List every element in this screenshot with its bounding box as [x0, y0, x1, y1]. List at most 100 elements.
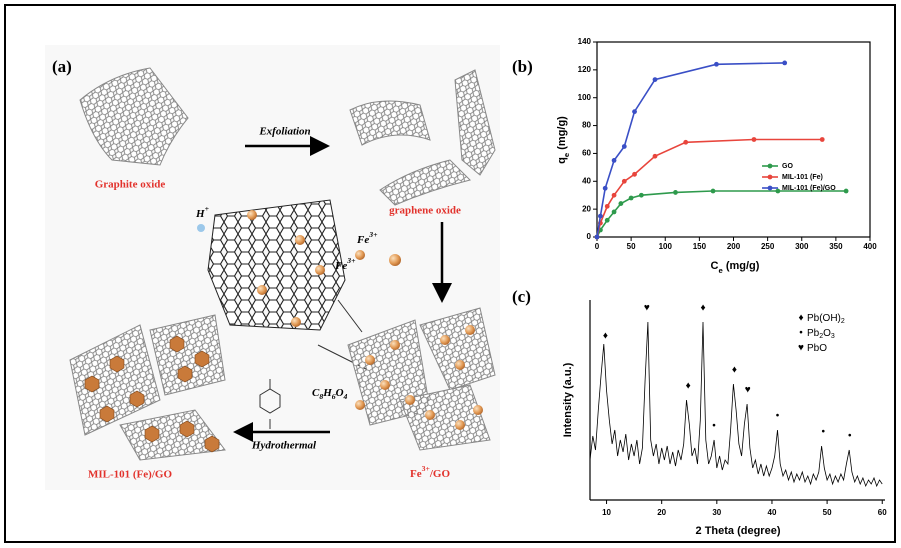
- text-part: C: [312, 387, 320, 399]
- go-structure: [207, 199, 346, 331]
- text-part: 4: [343, 392, 348, 401]
- x-tick-label: 0: [595, 242, 600, 251]
- text-part: 3: [831, 333, 835, 340]
- series-line: [596, 190, 847, 238]
- text-part: /GO: [429, 468, 451, 480]
- series-line: [596, 62, 785, 238]
- text-part: 6: [332, 392, 336, 401]
- fe-ion: [315, 265, 325, 275]
- sheet: [379, 159, 471, 206]
- peak-marker: ♦: [603, 331, 608, 342]
- peak-marker: •: [848, 431, 852, 442]
- panel-label: (c): [512, 287, 531, 306]
- text-part: H: [195, 208, 205, 220]
- text-part: Pb(OH): [807, 313, 841, 324]
- x-tick-label: 100: [659, 242, 673, 251]
- legend-label: PbO: [807, 343, 827, 354]
- sheet: [419, 307, 496, 391]
- panel-a: (a) Exfoliation Graphite oxide graphene …: [45, 45, 500, 490]
- data-point: [621, 144, 627, 149]
- y-tick-label: 100: [578, 93, 592, 102]
- data-point: [618, 201, 624, 206]
- data-point: [710, 188, 716, 194]
- text-part: H: [322, 387, 332, 399]
- x-tick-label: 30: [712, 508, 721, 517]
- x-axis-label: Ce (mg/g): [711, 260, 760, 275]
- x-tick-label: 250: [761, 242, 775, 251]
- sheet: [399, 384, 491, 451]
- text-part: e: [719, 266, 724, 275]
- series-line: [596, 138, 823, 238]
- sheet: [119, 409, 226, 461]
- legend-swatch: [767, 185, 773, 191]
- material-label: Fe3+/GO: [410, 464, 450, 479]
- peak-marker: •: [712, 421, 716, 432]
- sheet: [454, 69, 496, 176]
- proton: [197, 224, 205, 232]
- legend-label: GO: [782, 163, 793, 170]
- y-tick-label: 0: [587, 232, 592, 241]
- sheet: [349, 100, 431, 146]
- text-part: 8: [319, 392, 323, 401]
- text-part: +: [205, 204, 210, 213]
- y-tick-label: 120: [578, 65, 592, 74]
- data-point: [611, 209, 617, 215]
- legend-label: Pb2O3: [807, 328, 835, 341]
- plot-frame: [596, 41, 871, 238]
- text-part: 2: [841, 318, 845, 325]
- material-label: graphene oxide: [389, 205, 461, 217]
- x-tick-label: 40: [768, 508, 777, 517]
- text-part: 3+: [422, 464, 430, 473]
- text-part: 2 Theta (degree): [696, 525, 781, 537]
- linker-drawing: [259, 379, 281, 429]
- text-part: Fe: [334, 260, 347, 272]
- data-point: [652, 77, 658, 83]
- text-part: (mg/g): [556, 116, 568, 153]
- fe-ion: [291, 317, 301, 327]
- peak-marker: ♥: [644, 303, 650, 314]
- step-label: Exfoliation: [258, 126, 310, 138]
- text-part: Fe: [356, 234, 369, 246]
- sheet: [149, 314, 226, 396]
- data-point: [714, 61, 719, 67]
- data-point: [819, 137, 825, 142]
- peak-marker: ♦: [732, 365, 737, 376]
- y-tick-label: 140: [578, 37, 592, 46]
- ion-label: Fe3+: [334, 256, 356, 271]
- data-point: [602, 185, 608, 191]
- fe-ion: [389, 254, 401, 266]
- sheet: [69, 324, 161, 436]
- x-tick-label: 50: [627, 242, 636, 251]
- legend-label: MIL-101 (Fe)/GO: [782, 185, 836, 192]
- data-point: [843, 188, 849, 194]
- y-axis-label: Intensity (a.u.): [562, 362, 574, 437]
- y-tick-label: 60: [582, 149, 591, 158]
- data-point: [751, 137, 757, 142]
- figure-border: [4, 4, 896, 543]
- x-tick-label: 20: [657, 508, 666, 517]
- x-tick-label: 50: [823, 508, 832, 517]
- text-part: PbO: [807, 343, 827, 354]
- text-part: O: [823, 328, 831, 339]
- graphite-drawing: [79, 67, 189, 166]
- data-point: [632, 171, 637, 177]
- x-tick-label: 60: [878, 508, 887, 517]
- data-point: [673, 190, 678, 195]
- data-point: [652, 153, 658, 159]
- peak-marker: ♦: [700, 303, 705, 314]
- fe-ion: [247, 210, 257, 220]
- legend-symbol: •: [799, 328, 803, 339]
- peak-marker: •: [776, 411, 780, 422]
- x-tick-label: 150: [693, 242, 707, 251]
- legend-swatch: [767, 163, 773, 169]
- legend-symbol: ♥: [798, 343, 804, 354]
- text-part: (mg/g): [723, 260, 760, 272]
- data-point: [683, 139, 689, 145]
- reagent-label: C8H6O4: [312, 387, 348, 402]
- series-line: [589, 321, 883, 488]
- panel-label: (b): [512, 57, 533, 76]
- text-part: 3+: [368, 230, 378, 239]
- legend-symbol: ♦: [798, 313, 803, 324]
- x-tick-label: 200: [727, 242, 741, 251]
